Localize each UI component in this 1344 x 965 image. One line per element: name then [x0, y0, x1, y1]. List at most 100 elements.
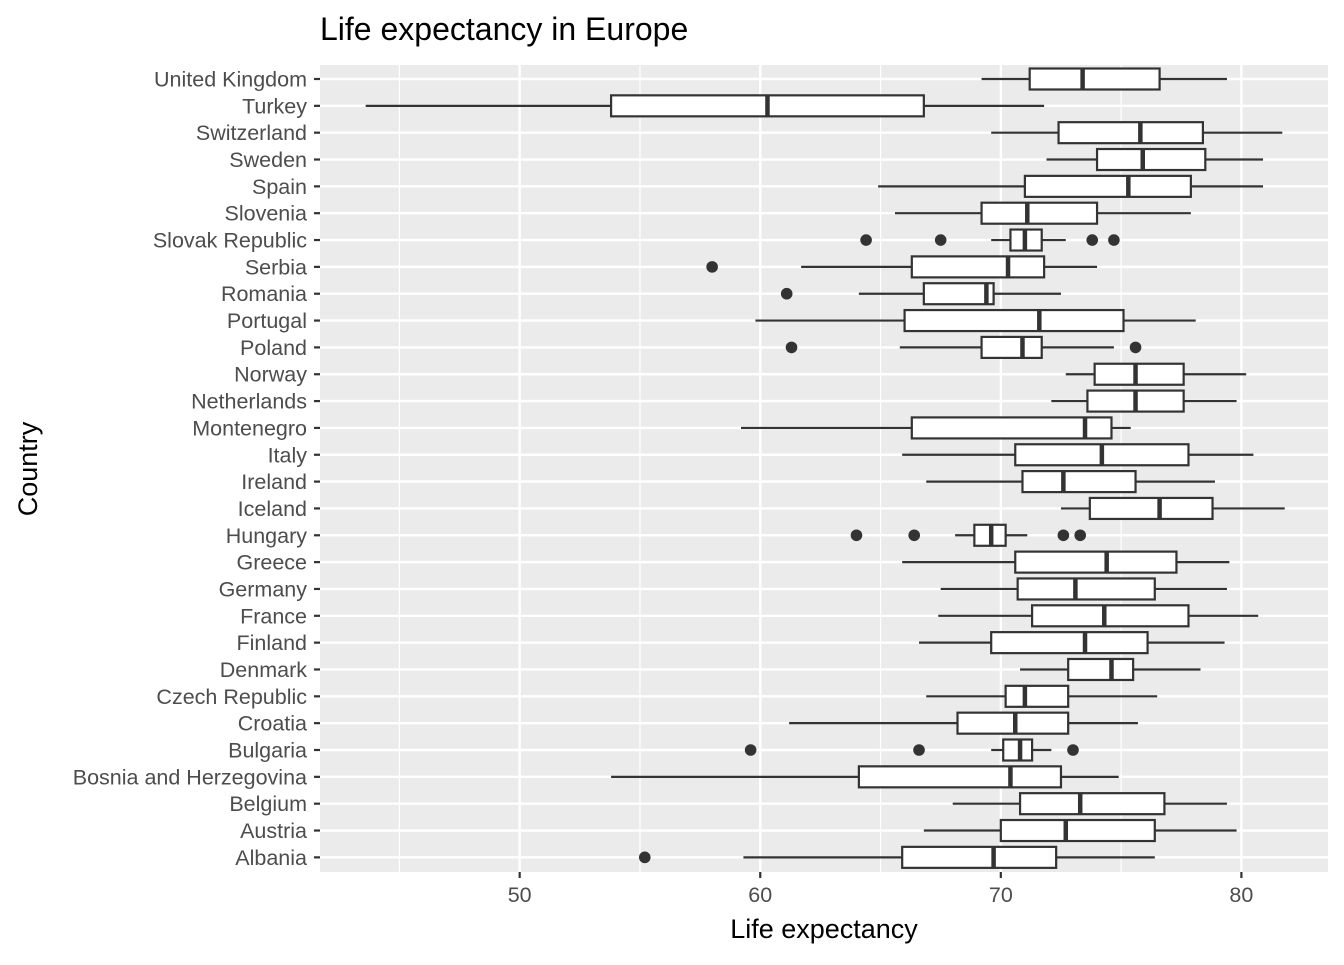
- y-tick-label: Hungary: [226, 524, 308, 548]
- box-sweden: [1046, 147, 1264, 172]
- x-tick-label: 60: [748, 883, 772, 907]
- box-france: [938, 604, 1259, 628]
- outlier-point: [706, 261, 718, 273]
- box-iqr: [903, 308, 1125, 333]
- box-finland: [919, 631, 1225, 655]
- box-bosnia-and-herzegovina: [611, 765, 1119, 789]
- y-tick-label: Spain: [252, 175, 307, 199]
- box-poland: [785, 335, 1142, 359]
- box-iqr: [1093, 362, 1185, 386]
- box-iceland: [1060, 496, 1285, 521]
- y-tick-label: Italy: [268, 443, 308, 467]
- y-tick-label: Norway: [234, 363, 307, 387]
- box-iqr: [1018, 792, 1166, 816]
- y-tick-label: United Kingdom: [154, 68, 307, 92]
- y-tick-label: Romania: [221, 282, 307, 306]
- y-tick-label: Bosnia and Herzegovina: [73, 765, 307, 789]
- y-tick-label: Slovenia: [225, 202, 308, 226]
- outlier-point: [780, 287, 793, 300]
- box-iqr: [1067, 657, 1135, 682]
- box-belgium: [952, 792, 1227, 816]
- box-series: [365, 67, 1285, 869]
- y-tick-label: Slovak Republic: [153, 229, 307, 253]
- box-iqr: [910, 255, 1046, 279]
- box-netherlands: [1051, 389, 1237, 413]
- box-austria: [923, 818, 1237, 843]
- box-albania: [638, 845, 1155, 869]
- y-tick-label: Belgium: [229, 792, 307, 816]
- x-tick-label: 80: [1229, 883, 1253, 907]
- y-tick-label: Netherlands: [191, 390, 307, 414]
- y-tick-label: Croatia: [238, 712, 307, 736]
- box-iqr: [990, 631, 1149, 655]
- box-iqr: [999, 818, 1156, 843]
- box-bulgaria: [744, 738, 1079, 762]
- outlier-point: [913, 744, 925, 756]
- box-iqr: [910, 416, 1113, 440]
- y-tick-label: Greece: [236, 551, 307, 575]
- outlier-point: [1108, 234, 1120, 246]
- y-tick-label: France: [240, 604, 307, 628]
- outlier-point: [908, 529, 921, 542]
- outlier-point: [934, 234, 947, 246]
- box-iqr: [1028, 67, 1161, 91]
- y-tick-label: Iceland: [238, 497, 307, 521]
- outlier-point: [1129, 341, 1142, 354]
- box-iqr: [1021, 470, 1137, 494]
- box-germany: [940, 577, 1227, 601]
- outlier-point: [785, 341, 798, 354]
- y-tick-label: Germany: [219, 577, 308, 601]
- box-croatia: [789, 711, 1138, 735]
- outlier-point: [850, 529, 863, 542]
- x-tick-label: 50: [508, 883, 532, 907]
- box-montenegro: [741, 416, 1131, 440]
- y-axis-title: Country: [13, 421, 43, 516]
- box-czech-republic: [926, 684, 1158, 708]
- box-iqr: [956, 711, 1070, 735]
- box-iqr: [1004, 684, 1070, 708]
- x-axis-title: Life expectancy: [730, 914, 918, 944]
- box-norway: [1065, 362, 1247, 386]
- box-iqr: [1016, 577, 1156, 601]
- box-romania: [780, 282, 1061, 306]
- box-italy: [902, 443, 1254, 467]
- box-iqr: [1095, 147, 1207, 172]
- y-tick-label: Sweden: [229, 148, 307, 172]
- outlier-point: [638, 851, 651, 864]
- box-iqr: [1002, 738, 1034, 762]
- y-tick-label: Ireland: [241, 470, 307, 494]
- box-serbia: [706, 255, 1098, 279]
- box-iqr: [1030, 604, 1190, 628]
- y-tick-label: Bulgaria: [228, 739, 307, 763]
- box-ireland: [926, 470, 1215, 494]
- panel-background: [320, 65, 1328, 872]
- grid-lines: [320, 65, 1328, 872]
- outlier-point: [744, 744, 757, 756]
- box-united-kingdom: [981, 67, 1227, 91]
- box-hungary: [850, 523, 1087, 547]
- box-iqr: [1088, 496, 1214, 521]
- y-tick-label: Finland: [236, 631, 307, 655]
- y-tick-label: Austria: [240, 819, 307, 843]
- box-iqr: [1014, 550, 1178, 574]
- chart-title: Life expectancy in Europe: [320, 11, 688, 47]
- y-tick-label: Switzerland: [196, 121, 307, 145]
- box-iqr: [1023, 174, 1192, 198]
- y-tick-label: Czech Republic: [156, 685, 307, 709]
- box-greece: [902, 550, 1230, 574]
- box-iqr: [901, 845, 1058, 869]
- outlier-point: [860, 234, 872, 246]
- box-slovak-republic: [860, 228, 1120, 252]
- y-tick-label: Albania: [235, 846, 307, 870]
- box-iqr: [922, 282, 995, 306]
- y-tick-label: Turkey: [242, 94, 307, 118]
- y-tick-label: Serbia: [245, 255, 307, 279]
- box-denmark: [1020, 657, 1201, 682]
- y-tick-label: Montenegro: [192, 416, 307, 440]
- y-tick-label: Denmark: [220, 658, 307, 682]
- x-axis: 50 60 70 80: [508, 872, 1253, 907]
- box-portugal: [755, 308, 1196, 333]
